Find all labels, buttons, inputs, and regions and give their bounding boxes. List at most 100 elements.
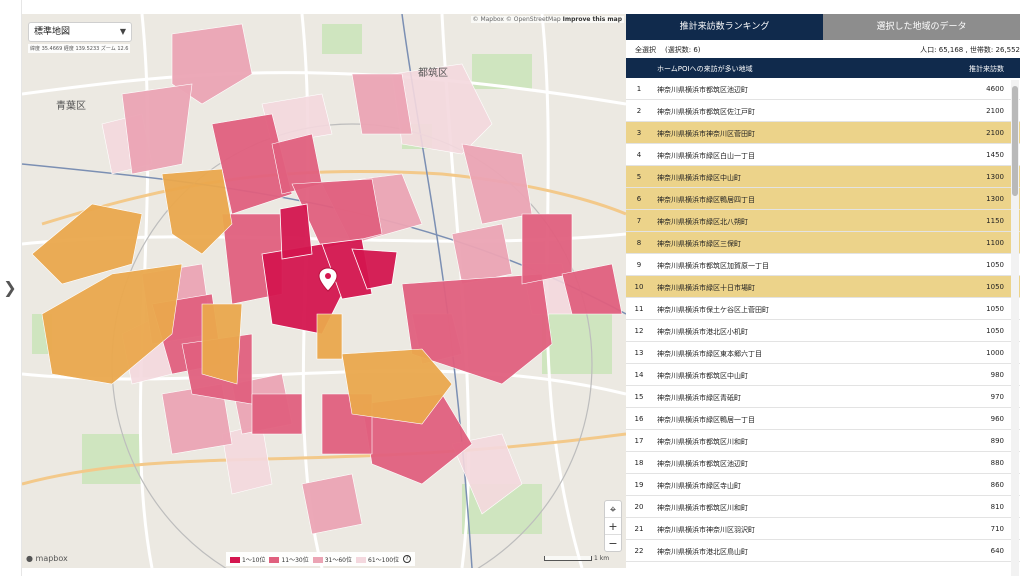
- mapbox-logo[interactable]: ● mapbox: [26, 554, 68, 563]
- table-row[interactable]: 12 神奈川県横浜市港北区小机町 1050: [626, 320, 1020, 342]
- map-style-select[interactable]: 標準地図 ▼: [28, 22, 132, 42]
- row-area-name: 神奈川県横浜市緑区鴨居四丁目: [657, 196, 755, 204]
- row-rank: 5: [636, 173, 642, 181]
- improve-map-link[interactable]: Improve this map: [562, 16, 622, 23]
- table-row[interactable]: 15 神奈川県横浜市緑区青砥町 970: [626, 386, 1020, 408]
- mapbox-logo-text: mapbox: [35, 554, 68, 563]
- table-row[interactable]: 18 神奈川県横浜市都筑区池辺町 880: [626, 452, 1020, 474]
- row-rank: 10: [634, 283, 644, 291]
- row-visit-count: 880: [990, 459, 1004, 467]
- legend-item: 31〜60位: [312, 555, 352, 564]
- table-row[interactable]: 3 神奈川県横浜市神奈川区菅田町 2100: [626, 122, 1020, 144]
- region-other[interactable]: [31, 168, 453, 425]
- legend-help-icon[interactable]: ?: [403, 555, 412, 563]
- locate-button[interactable]: ⌖: [605, 501, 621, 518]
- selected-count: (選択数: 6): [665, 46, 701, 54]
- table-row[interactable]: 6 神奈川県横浜市緑区鴨居四丁目 1300: [626, 188, 1020, 210]
- table-row[interactable]: 8 神奈川県横浜市緑区三保町 1100: [626, 232, 1020, 254]
- row-area-name: 神奈川県横浜市神奈川区菅田町: [657, 130, 755, 138]
- table-row[interactable]: 16 神奈川県横浜市緑区鴨居一丁目 960: [626, 408, 1020, 430]
- table-row[interactable]: 14 神奈川県横浜市都筑区中山町 980: [626, 364, 1020, 386]
- table-row[interactable]: 5 神奈川県横浜市緑区中山町 1300: [626, 166, 1020, 188]
- row-visit-count: 1050: [986, 283, 1004, 291]
- row-visit-count: 1050: [986, 327, 1004, 335]
- table-row[interactable]: 4 神奈川県横浜市緑区白山一丁目 1450: [626, 144, 1020, 166]
- zoom-in-button[interactable]: +: [605, 518, 621, 535]
- selection-summary: 全選択 (選択数: 6) 人口: 65,168 , 世帯数: 26,552: [626, 42, 1020, 58]
- panel-tabs: 推計来訪数ランキング 選択した地域のデータ: [626, 14, 1020, 40]
- column-header-visits[interactable]: 推計来訪数: [969, 65, 1004, 73]
- table-row[interactable]: 19 神奈川県横浜市緑区寺山町 860: [626, 474, 1020, 496]
- row-area-name: 神奈川県横浜市緑区北八朔町: [657, 218, 748, 226]
- row-visit-count: 2100: [986, 129, 1004, 137]
- zoom-out-button[interactable]: −: [608, 537, 618, 550]
- row-visit-count: 980: [990, 371, 1004, 379]
- place-label-tsuzuki: 都筑区: [418, 66, 448, 79]
- legend-label: 11〜30位: [281, 556, 309, 564]
- tab-selected-area-data[interactable]: 選択した地域のデータ: [823, 14, 1020, 40]
- select-all-button[interactable]: 全選択: [635, 46, 656, 54]
- row-rank: 6: [636, 195, 642, 203]
- row-rank: 4: [636, 151, 642, 159]
- row-area-name: 神奈川県横浜市港北区小机町: [657, 328, 748, 336]
- row-area-name: 神奈川県横浜市都筑区池辺町: [657, 460, 748, 468]
- row-area-name: 神奈川県横浜市緑区鴨居一丁目: [657, 416, 755, 424]
- row-area-name: 神奈川県横浜市緑区中山町: [657, 174, 741, 182]
- row-rank: 20: [634, 503, 644, 511]
- row-rank: 3: [636, 129, 642, 137]
- expand-chevron-icon[interactable]: ❯: [3, 278, 17, 297]
- row-area-name: 神奈川県横浜市緑区東本郷六丁目: [657, 350, 762, 358]
- row-visit-count: 970: [990, 393, 1004, 401]
- tab-visit-ranking[interactable]: 推計来訪数ランキング: [626, 14, 823, 40]
- row-rank: 18: [634, 459, 644, 467]
- table-row[interactable]: 9 神奈川県横浜市都筑区加賀原一丁目 1050: [626, 254, 1020, 276]
- row-rank: 11: [634, 305, 644, 313]
- legend-swatch: [269, 557, 280, 563]
- row-visit-count: 640: [990, 547, 1004, 555]
- row-rank: 15: [634, 393, 644, 401]
- row-area-name: 神奈川県横浜市保土ケ谷区上菅田町: [657, 306, 769, 314]
- table-row[interactable]: 20 神奈川県横浜市都筑区川和町 810: [626, 496, 1020, 518]
- legend-item: 61〜100位: [356, 555, 399, 564]
- map-canvas[interactable]: 都筑区 青葉区: [22, 14, 626, 568]
- park-areas: [32, 24, 612, 534]
- place-label-aoba: 青葉区: [56, 99, 86, 112]
- table-row[interactable]: 1 神奈川県横浜市都筑区池辺町 4600: [626, 78, 1020, 100]
- row-visit-count: 1050: [986, 305, 1004, 313]
- table-row[interactable]: 13 神奈川県横浜市緑区東本郷六丁目 1000: [626, 342, 1020, 364]
- row-rank: 9: [636, 261, 642, 269]
- row-visit-count: 1100: [986, 239, 1004, 247]
- table-scrollbar[interactable]: [1011, 80, 1019, 576]
- table-row[interactable]: 22 神奈川県横浜市港北区鳥山町 640: [626, 540, 1020, 562]
- legend-swatch: [356, 557, 367, 563]
- legend-label: 1〜10位: [242, 556, 266, 564]
- row-area-name: 神奈川県横浜市緑区白山一丁目: [657, 152, 755, 160]
- row-visit-count: 4600: [986, 85, 1004, 93]
- row-rank: 1: [636, 85, 642, 93]
- ranking-panel: 推計来訪数ランキング 選択した地域のデータ 全選択 (選択数: 6) 人口: 6…: [626, 14, 1020, 576]
- row-rank: 12: [634, 327, 644, 335]
- ranking-table-body: 1 神奈川県横浜市都筑区池辺町 4600 2 神奈川県横浜市都筑区佐江戸町 2100 3 神奈…: [626, 78, 1020, 562]
- scrollbar-thumb[interactable]: [1012, 86, 1018, 196]
- row-visit-count: 860: [990, 481, 1004, 489]
- row-area-name: 神奈川県横浜市都筑区川和町: [657, 438, 748, 446]
- map-pin-icon[interactable]: [318, 267, 338, 292]
- table-row[interactable]: 10 神奈川県横浜市緑区十日市場町 1050: [626, 276, 1020, 298]
- row-area-name: 神奈川県横浜市緑区青砥町: [657, 394, 741, 402]
- ranking-table-header: ホームPOIへの来訪が多い地域 推計来訪数: [626, 58, 1020, 78]
- table-row[interactable]: 21 神奈川県横浜市神奈川区羽沢町 710: [626, 518, 1020, 540]
- row-visit-count: 960: [990, 415, 1004, 423]
- row-rank: 19: [634, 481, 644, 489]
- map-coordinates: 緯度 35.4669 経度 139.5233 ズーム 12.6: [28, 44, 131, 53]
- row-visit-count: 810: [990, 503, 1004, 511]
- row-visit-count: 1450: [986, 151, 1004, 159]
- row-rank: 17: [634, 437, 644, 445]
- row-area-name: 神奈川県横浜市緑区十日市場町: [657, 284, 755, 292]
- map-view[interactable]: 都筑区 青葉区 標準地図 ▼ 緯度 35.4669 経度 139.5233 ズー…: [22, 14, 626, 568]
- zoom-controls: ⌖ + −: [604, 500, 622, 552]
- table-row[interactable]: 11 神奈川県横浜市保土ケ谷区上菅田町 1050: [626, 298, 1020, 320]
- table-row[interactable]: 7 神奈川県横浜市緑区北八朔町 1150: [626, 210, 1020, 232]
- table-row[interactable]: 2 神奈川県横浜市都筑区佐江戸町 2100: [626, 100, 1020, 122]
- table-row[interactable]: 17 神奈川県横浜市都筑区川和町 890: [626, 430, 1020, 452]
